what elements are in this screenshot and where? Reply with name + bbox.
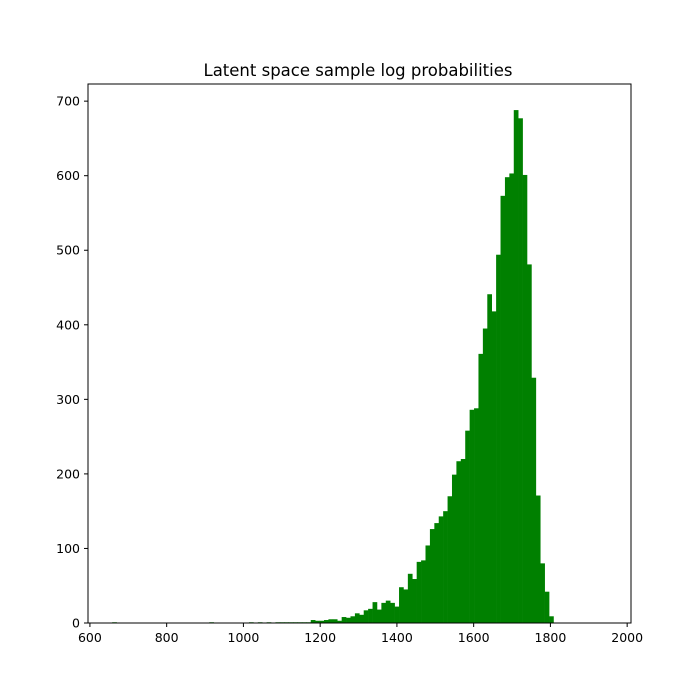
histogram-bar xyxy=(354,613,360,623)
y-tick-label: 100 xyxy=(56,541,80,556)
histogram-bar xyxy=(465,430,470,623)
histogram-bar xyxy=(434,523,440,623)
histogram-bar xyxy=(319,620,325,623)
histogram-bar xyxy=(363,610,369,623)
histogram-bar xyxy=(531,377,537,623)
histogram-bar xyxy=(359,614,365,623)
x-tick-label: 1600 xyxy=(458,630,490,645)
histogram-bar xyxy=(403,589,409,623)
histogram-bar xyxy=(460,458,466,623)
histogram-bar xyxy=(469,409,475,623)
y-axis: 0 100 200 300 400 500 600 700 xyxy=(56,94,88,631)
histogram-bar xyxy=(504,177,510,623)
histogram-bar xyxy=(416,561,422,623)
histogram-bar xyxy=(474,408,479,623)
x-tick-label: 1400 xyxy=(381,630,413,645)
histogram-bar xyxy=(509,173,515,623)
histogram-bar xyxy=(496,254,501,623)
histogram-bar xyxy=(315,620,320,623)
x-tick-label: 1800 xyxy=(535,630,567,645)
histogram-bar xyxy=(412,579,417,623)
histogram-bar xyxy=(372,602,378,623)
histogram-bar xyxy=(478,353,484,623)
x-tick-label: 2000 xyxy=(611,630,643,645)
histogram-bar xyxy=(540,563,545,623)
chart-title: Latent space sample log probabilities xyxy=(204,61,513,80)
histogram-bar xyxy=(522,174,528,623)
histogram-bar xyxy=(332,619,338,623)
histogram-bar xyxy=(491,311,497,623)
histogram-bar xyxy=(337,620,342,623)
histogram-bar xyxy=(443,511,448,623)
histogram-bar xyxy=(535,495,541,623)
histogram-bar xyxy=(527,264,532,623)
histogram-bar xyxy=(390,602,395,623)
y-tick-label: 600 xyxy=(56,168,80,183)
x-tick-label: 1000 xyxy=(228,630,260,645)
histogram-bar xyxy=(328,619,334,623)
histogram-bar xyxy=(376,609,382,623)
y-tick-label: 700 xyxy=(56,94,80,109)
histogram-bar xyxy=(394,606,400,623)
histogram-bar xyxy=(500,195,506,623)
y-tick-label: 0 xyxy=(72,616,80,631)
histogram-bar xyxy=(407,573,413,623)
histogram-bar xyxy=(513,110,519,624)
x-tick-label: 600 xyxy=(78,630,102,645)
y-tick-label: 500 xyxy=(56,243,80,258)
histogram-bar xyxy=(324,620,329,623)
histogram-bar xyxy=(447,496,453,623)
histogram-bar xyxy=(518,118,523,623)
histogram-bar xyxy=(425,545,431,623)
histogram-bar xyxy=(456,461,462,623)
histogram-bar xyxy=(549,616,554,623)
x-tick-label: 1200 xyxy=(304,630,336,645)
histogram-bar xyxy=(341,617,347,623)
histogram-bar xyxy=(381,602,387,623)
y-tick-label: 200 xyxy=(56,466,80,481)
histogram-bar xyxy=(487,294,492,623)
histogram-bar xyxy=(451,474,457,623)
histogram-bar xyxy=(482,328,488,623)
histogram-bar xyxy=(544,591,550,623)
histogram-bar xyxy=(346,617,351,623)
histogram-bar xyxy=(350,616,356,623)
y-tick-label: 400 xyxy=(56,317,80,332)
y-tick-label: 300 xyxy=(56,392,80,407)
histogram-bar xyxy=(429,529,435,623)
x-axis: 600 800 1000 1200 1400 1600 1800 2000 xyxy=(78,623,643,645)
histogram-bar xyxy=(385,600,391,623)
histogram-bar xyxy=(399,587,404,623)
histogram-bar xyxy=(421,560,426,623)
histogram-bar xyxy=(438,516,444,623)
histogram-bars xyxy=(112,110,554,624)
histogram-bar xyxy=(368,608,373,623)
x-tick-label: 800 xyxy=(155,630,179,645)
plot-frame xyxy=(87,83,632,624)
histogram-bar xyxy=(310,620,316,623)
